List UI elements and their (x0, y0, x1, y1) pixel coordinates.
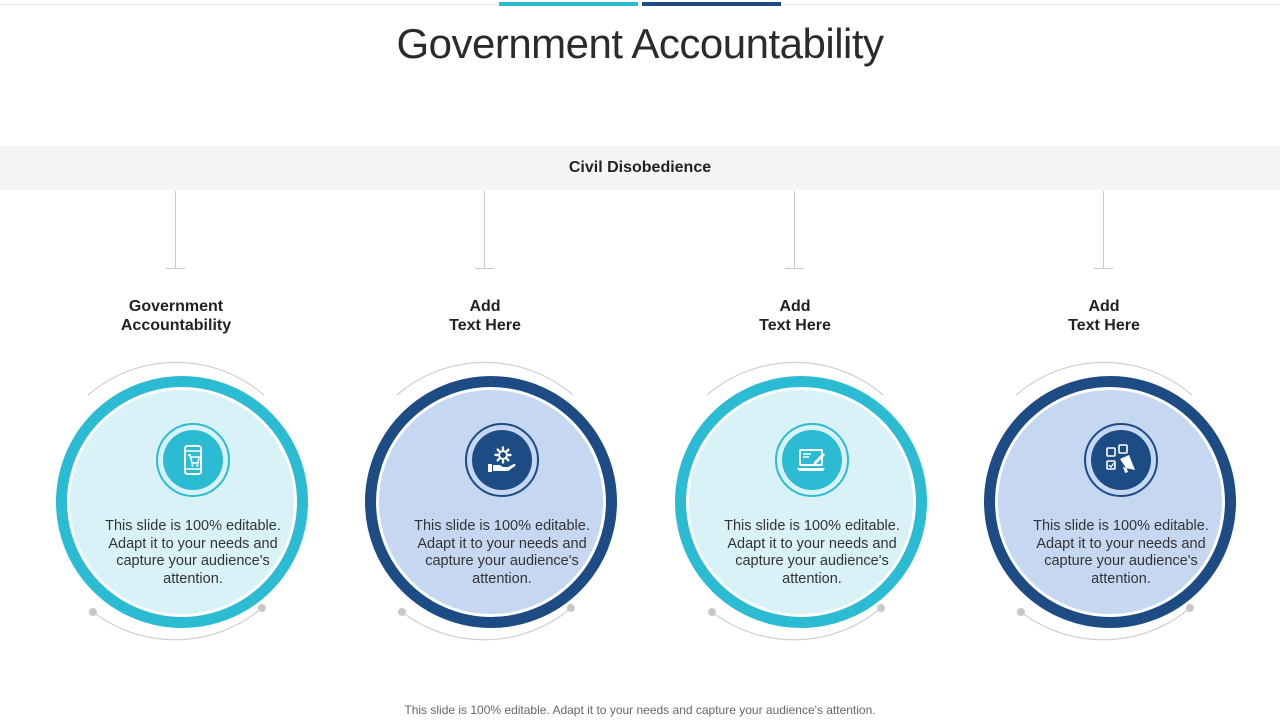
circle-card: This slide is 100% editable. Adapt it to… (365, 376, 617, 628)
mobile-shopping-cart-icon (184, 445, 202, 475)
accent-bar-teal (499, 2, 638, 6)
page-title: Government Accountability (396, 20, 884, 67)
circle-card: This slide is 100% editable. Adapt it to… (675, 376, 927, 628)
column-body: This slide is 100% editable. Adapt it to… (105, 518, 281, 587)
heading-line-2: Text Here (449, 317, 521, 334)
column-heading: Government Accountability (46, 297, 306, 335)
column-body: This slide is 100% editable. Adapt it to… (1033, 518, 1209, 587)
decorative-arcs (1015, 361, 1194, 641)
icon-ring (465, 423, 539, 497)
icon-ring (1084, 423, 1158, 497)
column-body: This slide is 100% editable. Adapt it to… (414, 518, 590, 587)
heading-line-1: Add (1088, 298, 1120, 315)
category-band: Civil Disobedience (0, 146, 1280, 190)
connector-tick (475, 268, 494, 269)
heading-line-2: Text Here (759, 317, 831, 334)
decorative-arcs (396, 361, 575, 641)
column-1: Government Accountability This slide is … (46, 0, 308, 720)
connector-line (175, 191, 176, 268)
band-label: Civil Disobedience (568, 159, 712, 176)
accent-bar-navy (642, 2, 781, 6)
circle-card: This slide is 100% editable. Adapt it to… (56, 376, 308, 628)
connector-tick (1094, 268, 1113, 269)
column-heading: Add Text Here (974, 297, 1234, 335)
column-heading: Add Text Here (665, 297, 925, 335)
column-4: Add Text Here This slide is 100% editabl… (974, 0, 1236, 720)
decorative-arcs (706, 361, 885, 641)
heading-line-1: Add (779, 298, 811, 315)
laptop-edit-icon (797, 449, 825, 471)
icon-ring (156, 423, 230, 497)
top-rule (0, 4, 1280, 5)
column-3: Add Text Here This slide is 100% editabl… (665, 0, 927, 720)
connector-line (1103, 191, 1104, 268)
heading-line-2: Accountability (120, 317, 232, 334)
connector-tick (785, 268, 804, 269)
column-2: Add Text Here (355, 0, 617, 720)
circle-card: This slide is 100% editable. Adapt it to… (984, 376, 1236, 628)
megaphone-notes-icon (1106, 444, 1135, 473)
connector-line (484, 191, 485, 268)
hand-gear-icon (488, 446, 516, 472)
footer-note: This slide is 100% editable. Adapt it to… (404, 703, 876, 717)
heading-line-1: Government (128, 298, 224, 315)
heading-line-2: Text Here (1068, 317, 1140, 334)
decorative-arcs (87, 361, 266, 641)
connector-tick (166, 268, 185, 269)
heading-line-1: Add (469, 298, 501, 315)
column-body: This slide is 100% editable. Adapt it to… (724, 518, 900, 587)
icon-ring (775, 423, 849, 497)
connector-line (794, 191, 795, 268)
column-heading: Add Text Here (355, 297, 615, 335)
